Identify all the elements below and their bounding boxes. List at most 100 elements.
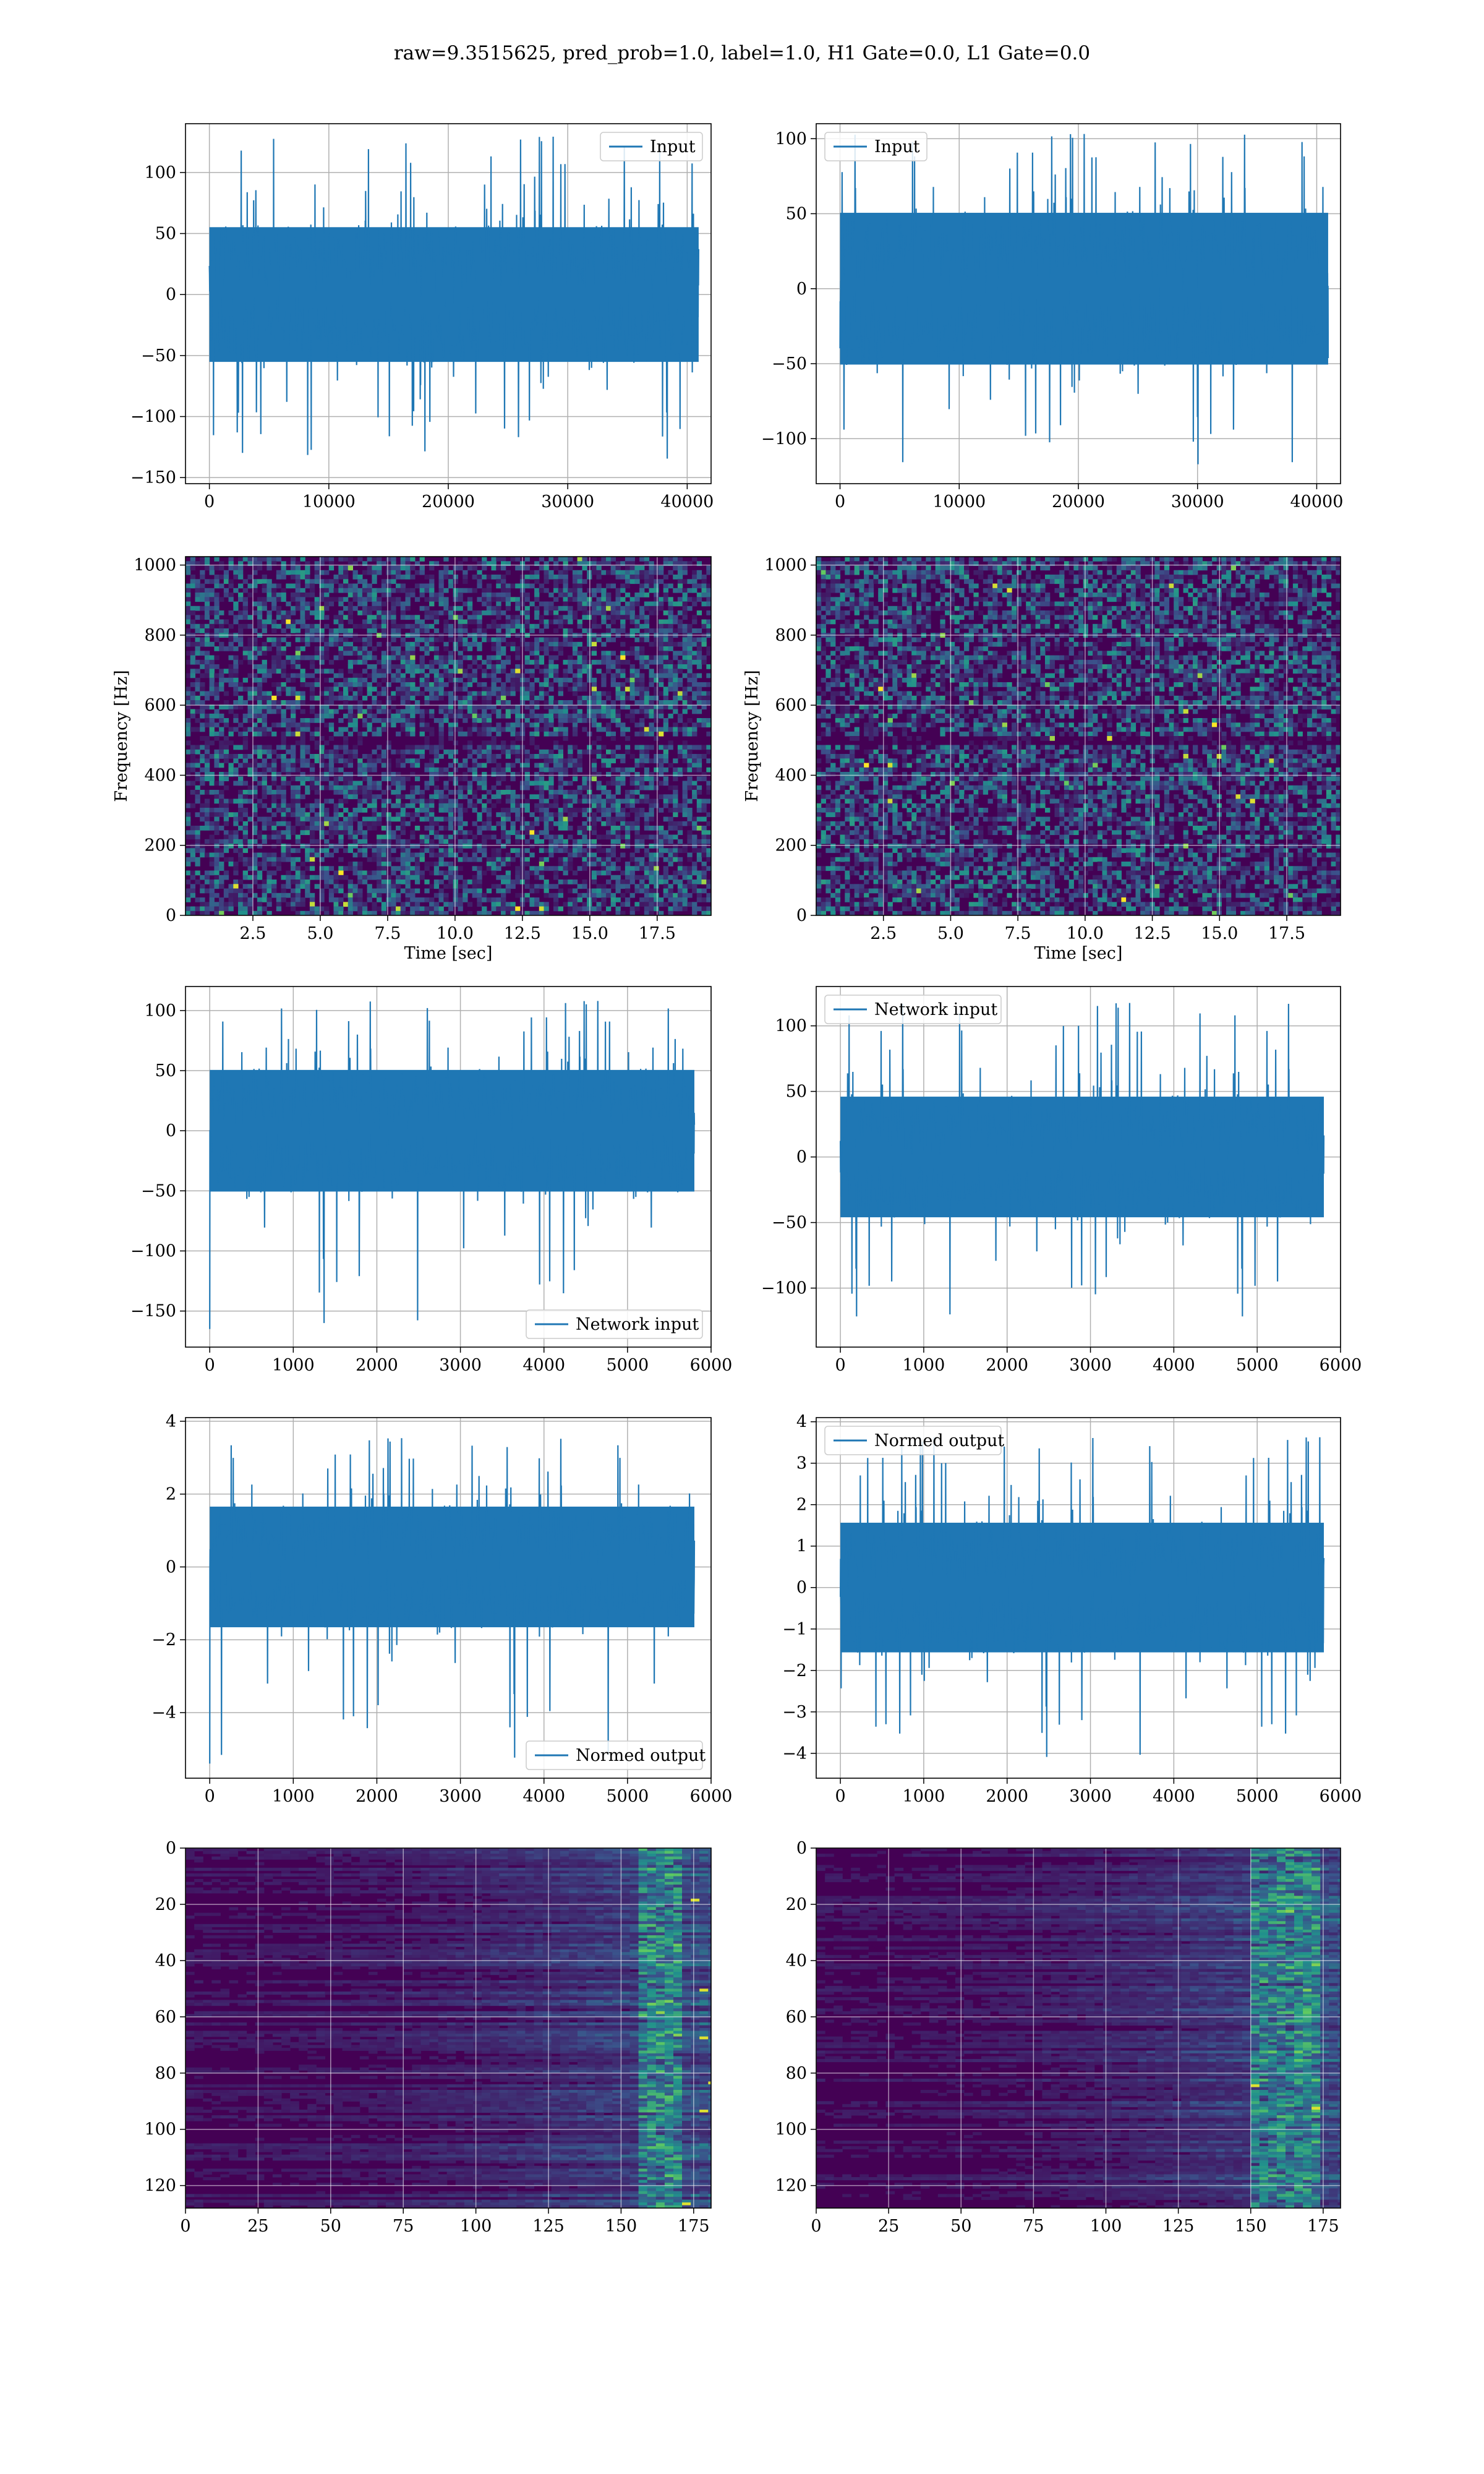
heatmap-cell — [601, 606, 607, 611]
heatmap-cell — [352, 745, 358, 750]
heatmap-cell — [433, 687, 440, 692]
heatmap-cell — [367, 593, 372, 597]
heatmap-cell — [443, 826, 449, 831]
heatmap-cell — [639, 659, 645, 665]
heatmap-cell — [649, 731, 654, 737]
heatmap-cell — [572, 704, 578, 710]
heatmap-cell — [606, 651, 612, 656]
heatmap-cell — [453, 669, 458, 674]
heatmap-cell — [625, 745, 631, 750]
heatmap-cell — [386, 844, 391, 849]
heatmap-cell — [228, 565, 234, 571]
heatmap-cell — [453, 718, 458, 723]
heatmap-cell — [524, 655, 530, 661]
heatmap-cell — [429, 772, 435, 777]
heatmap-cell — [634, 848, 640, 854]
heatmap-cell — [271, 588, 277, 593]
heatmap-cell — [529, 722, 535, 728]
heatmap-cell — [644, 826, 650, 831]
heatmap-cell — [228, 839, 234, 844]
heatmap-cell — [458, 651, 463, 656]
heatmap-cell — [486, 821, 492, 826]
heatmap-cell — [271, 790, 277, 795]
heatmap-cell — [568, 593, 573, 597]
heatmap-cell — [424, 808, 430, 813]
heatmap-cell — [314, 816, 320, 822]
heatmap-cell — [381, 651, 387, 656]
heatmap-cell — [305, 785, 310, 790]
heatmap-cell — [486, 866, 492, 871]
heatmap-cell — [696, 767, 702, 773]
heatmap-cell — [634, 687, 640, 692]
heatmap-cell — [238, 687, 244, 692]
heatmap-cell — [582, 839, 587, 844]
heatmap-cell — [291, 731, 296, 737]
heatmap-cell — [463, 682, 468, 687]
heatmap-cell — [706, 583, 711, 589]
heatmap-cell — [634, 812, 640, 818]
heatmap-cell — [496, 798, 501, 804]
heatmap-cell — [539, 646, 545, 651]
heatmap-cell — [553, 758, 559, 764]
heatmap-cell — [271, 704, 277, 710]
heatmap-cell — [620, 651, 626, 656]
heatmap-cell — [534, 754, 540, 759]
heatmap-cell — [400, 826, 406, 831]
heatmap-cell — [233, 615, 239, 620]
heatmap-cell — [544, 606, 549, 611]
heatmap-cell — [677, 745, 683, 750]
heatmap-cell — [563, 677, 568, 683]
heatmap-cell — [572, 610, 578, 615]
heatmap-cell — [343, 570, 349, 575]
heatmap-cell — [252, 655, 258, 661]
heatmap-cell — [677, 848, 683, 854]
heatmap-cell — [219, 623, 224, 629]
heatmap-cell — [639, 875, 645, 880]
heatmap-cell — [606, 557, 612, 562]
heatmap-cell — [309, 628, 315, 633]
heatmap-cell — [677, 597, 683, 602]
heatmap-cell — [477, 731, 482, 737]
heatmap-cell — [458, 606, 463, 611]
heatmap-cell — [467, 691, 473, 696]
heatmap-cell — [295, 664, 301, 669]
heatmap-cell — [659, 834, 664, 840]
heatmap-cell — [610, 651, 616, 656]
heatmap-cell — [659, 700, 664, 705]
heatmap-cell — [529, 641, 535, 647]
heatmap-cell — [186, 722, 191, 728]
heatmap-cell — [362, 875, 368, 880]
heatmap-cell — [668, 713, 673, 719]
heatmap-cell — [271, 794, 277, 800]
heatmap-cell — [496, 557, 501, 562]
heatmap-cell — [539, 588, 545, 593]
heatmap-cell — [529, 781, 535, 786]
heatmap-cell — [214, 713, 220, 719]
heatmap-cell — [644, 583, 650, 589]
heatmap-cell — [300, 695, 305, 701]
heatmap-cell — [410, 844, 416, 849]
heatmap-cell — [295, 740, 301, 746]
heatmap-cell — [544, 651, 549, 656]
heatmap-cell — [659, 646, 664, 651]
heatmap-cell — [448, 736, 454, 741]
heatmap-cell — [668, 610, 673, 615]
heatmap-cell — [682, 687, 688, 692]
heatmap-cell — [659, 677, 664, 683]
heatmap-cell — [448, 875, 454, 880]
heatmap-cell — [314, 565, 320, 571]
heatmap-cell — [706, 731, 711, 737]
heatmap-cell — [362, 830, 368, 836]
heatmap-cell — [333, 870, 339, 876]
heatmap-cell — [687, 700, 693, 705]
heatmap-cell — [328, 597, 335, 602]
heatmap-cell — [629, 610, 635, 615]
heatmap-cell — [558, 593, 563, 597]
heatmap-cell — [577, 848, 582, 854]
heatmap-cell — [629, 615, 635, 620]
heatmap-cell — [577, 695, 582, 701]
heatmap-cell — [400, 700, 406, 705]
heatmap-cell — [309, 583, 315, 589]
heatmap-cell — [696, 664, 702, 669]
heatmap-cell — [405, 839, 411, 844]
